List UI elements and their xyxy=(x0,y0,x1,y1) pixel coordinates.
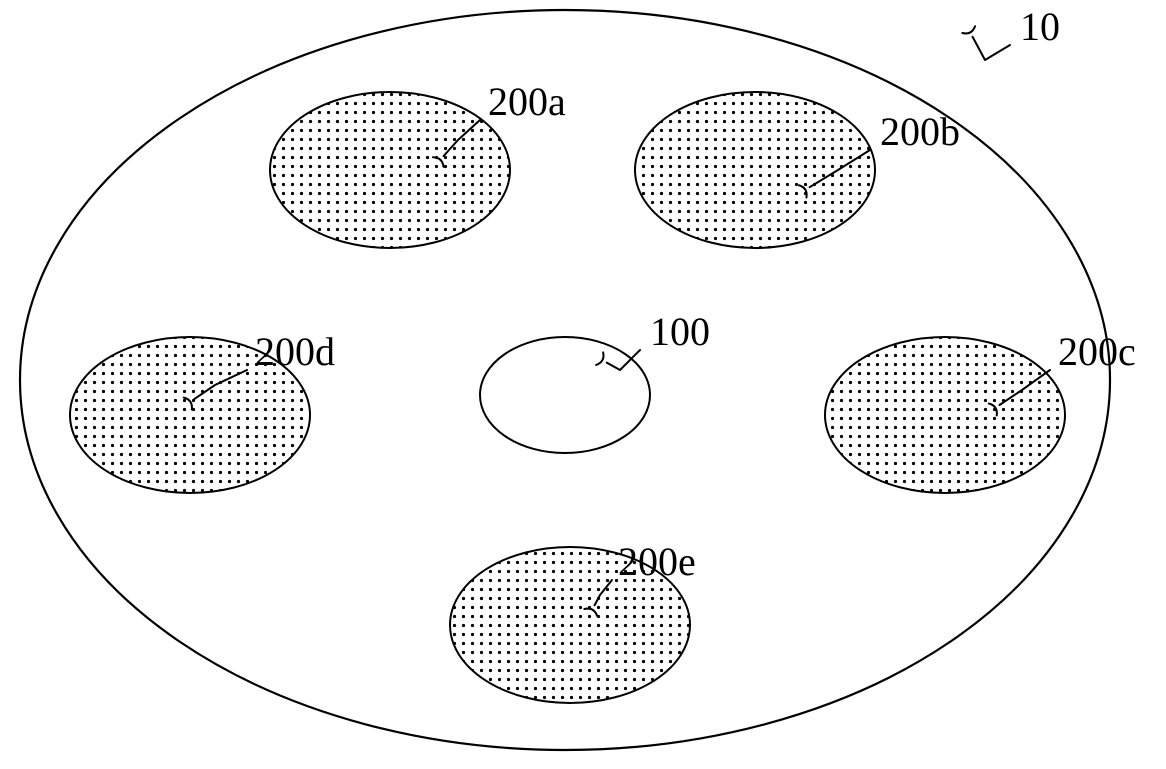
label-100: 100 xyxy=(650,309,710,354)
label-200b: 200b xyxy=(880,109,960,154)
label-200a: 200a xyxy=(488,79,566,124)
center-ellipse xyxy=(480,337,650,453)
leader-hook-10 xyxy=(962,26,975,33)
label-200c: 200c xyxy=(1058,329,1136,374)
sub-ellipse-200c xyxy=(825,337,1065,493)
sub-ellipse-200a xyxy=(270,92,510,248)
leader-line-10 xyxy=(973,37,1010,60)
label-200d: 200d xyxy=(255,329,335,374)
label-10: 10 xyxy=(1020,4,1060,49)
label-200e: 200e xyxy=(618,539,696,584)
